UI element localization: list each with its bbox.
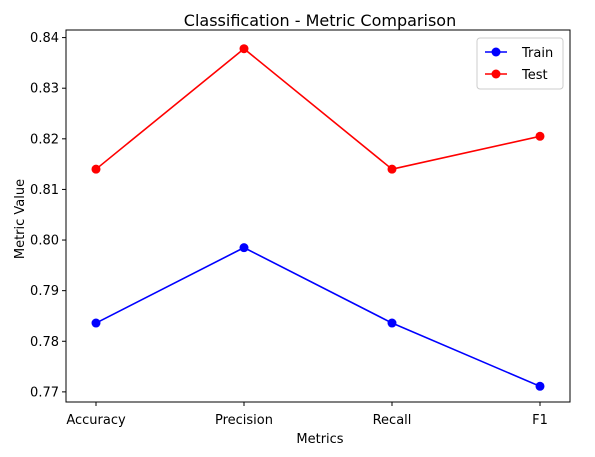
x-tick-label-precision: Precision (215, 413, 273, 428)
chart-title: Classification - Metric Comparison (184, 11, 456, 30)
plot-area (65, 29, 571, 403)
y-tick-label-4: 0.81 (30, 183, 59, 198)
legend: Train Test (476, 37, 564, 90)
data-point-train-f1 (535, 381, 545, 391)
x-tick-label-accuracy: Accuracy (66, 413, 126, 428)
data-point-train-precision (239, 243, 249, 253)
y-tick-label-3: 0.80 (30, 234, 59, 249)
x-tick-label-recall: Recall (373, 413, 412, 428)
x-axis-label: Metrics (296, 432, 343, 447)
y-tick-label-0: 0.77 (30, 385, 59, 400)
legend-marker-test (491, 69, 501, 79)
y-tick-label-6: 0.83 (30, 82, 59, 97)
data-point-test-accuracy (91, 164, 101, 174)
y-tick-label-7: 0.84 (30, 31, 59, 46)
series-line-train (95, 246, 541, 388)
y-tick-label-5: 0.82 (30, 132, 59, 147)
plot-frame (65, 29, 571, 403)
data-point-test-precision (239, 44, 249, 54)
data-point-test-recall (387, 164, 397, 174)
data-point-train-recall (387, 318, 397, 328)
series-line-test (95, 47, 541, 170)
data-point-train-accuracy (91, 318, 101, 328)
y-tick-label-1: 0.78 (30, 335, 59, 350)
legend-marker-train (491, 47, 501, 57)
x-tick-label-f1: F1 (532, 413, 548, 428)
legend-label-train: Train (521, 46, 553, 61)
legend-label-test: Test (521, 68, 548, 83)
y-tick-label-2: 0.79 (30, 284, 59, 299)
series-layer (91, 44, 545, 391)
data-point-test-f1 (535, 131, 545, 141)
y-axis-label: Metric Value (13, 179, 28, 259)
x-axis-ticks: Accuracy Precision Recall F1 (66, 402, 548, 428)
y-axis-ticks: 0.77 0.78 0.79 0.80 0.81 0.82 0.83 0.84 (30, 31, 66, 400)
